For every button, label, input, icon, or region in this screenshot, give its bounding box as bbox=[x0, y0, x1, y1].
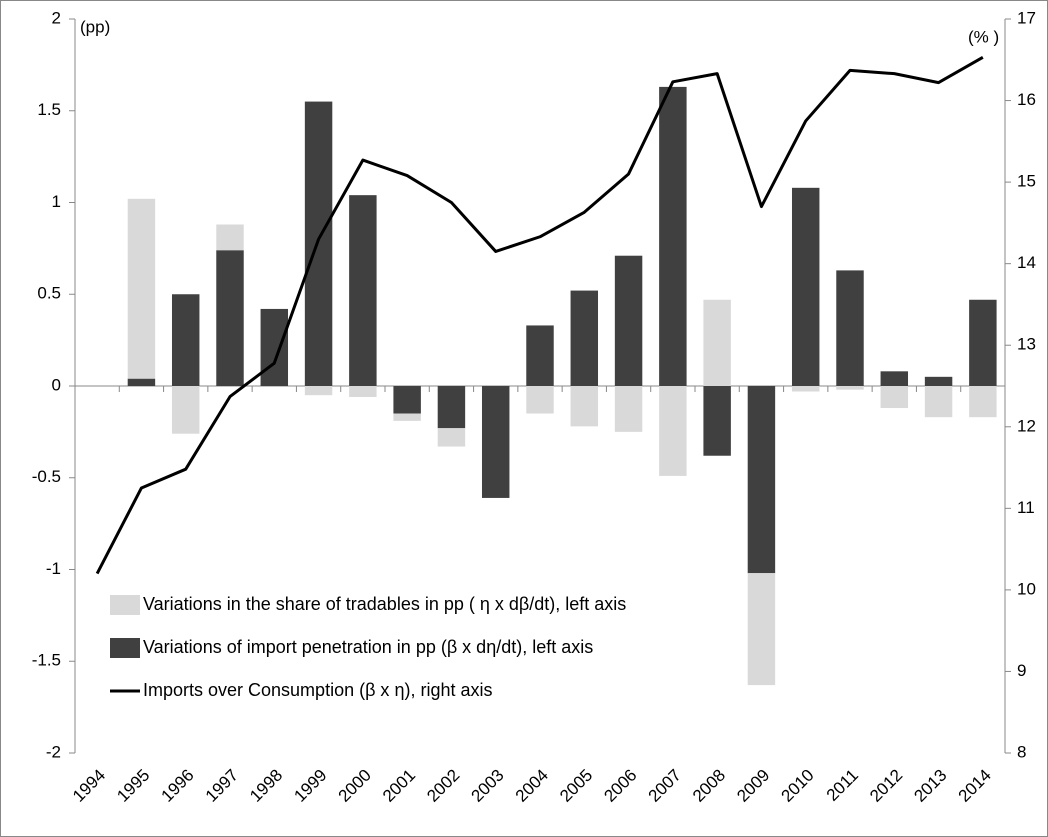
bar bbox=[969, 299, 997, 386]
bar bbox=[481, 386, 510, 498]
bar bbox=[349, 386, 377, 398]
bar bbox=[216, 224, 244, 251]
legend-swatch bbox=[110, 595, 140, 615]
bar bbox=[304, 101, 333, 386]
y-tick-label: 2 bbox=[52, 8, 61, 27]
bar bbox=[216, 250, 244, 386]
bar bbox=[349, 195, 377, 386]
legend-label: Imports over Consumption (β x η), right … bbox=[143, 680, 492, 700]
bar bbox=[570, 290, 599, 386]
line bbox=[95, 56, 984, 575]
y-tick-label: -0.5 bbox=[32, 467, 61, 486]
y2-tick-label: 9 bbox=[1017, 661, 1026, 680]
y-tick-label: 1 bbox=[52, 192, 61, 211]
y-tick-label: -1 bbox=[46, 559, 61, 578]
right-unit: (% ) bbox=[968, 27, 999, 46]
bar bbox=[703, 386, 731, 456]
bar bbox=[127, 198, 156, 379]
bar bbox=[924, 386, 953, 418]
y-tick-label: -2 bbox=[46, 742, 61, 761]
bar bbox=[614, 386, 643, 432]
y-tick-label: 1.5 bbox=[37, 100, 61, 119]
bar bbox=[659, 386, 687, 476]
bar bbox=[570, 386, 599, 427]
y-tick-label: 0 bbox=[52, 375, 61, 394]
bar bbox=[791, 386, 820, 392]
y2-tick-label: 11 bbox=[1017, 498, 1035, 517]
legend-label: Variations in the share of tradables in … bbox=[143, 594, 626, 614]
y2-tick-label: 14 bbox=[1017, 253, 1036, 272]
bar bbox=[393, 386, 421, 414]
y2-tick-label: 15 bbox=[1017, 172, 1036, 191]
bar bbox=[260, 308, 289, 386]
bar bbox=[747, 386, 776, 574]
bar bbox=[659, 86, 687, 387]
bar bbox=[880, 386, 909, 409]
bar bbox=[703, 299, 731, 386]
y-tick-label: -1.5 bbox=[32, 651, 61, 670]
bar bbox=[304, 386, 333, 396]
y2-tick-label: 17 bbox=[1017, 8, 1036, 27]
y2-tick-label: 13 bbox=[1017, 335, 1036, 354]
bar bbox=[836, 270, 864, 386]
bar bbox=[393, 413, 421, 421]
bar bbox=[437, 386, 466, 429]
bar bbox=[127, 378, 156, 386]
y2-tick-label: 10 bbox=[1017, 579, 1036, 598]
y-tick-label: 0.5 bbox=[37, 284, 61, 303]
legend-swatch bbox=[110, 638, 140, 658]
y2-tick-label: 12 bbox=[1017, 416, 1036, 435]
bar bbox=[526, 386, 554, 414]
bar bbox=[791, 187, 820, 386]
bar bbox=[969, 386, 997, 418]
bar bbox=[437, 428, 466, 447]
bar bbox=[171, 294, 200, 386]
y2-tick-label: 16 bbox=[1017, 90, 1036, 109]
bar bbox=[747, 573, 776, 686]
legend-label: Variations of import penetration in pp (… bbox=[143, 637, 593, 657]
bar bbox=[836, 386, 864, 390]
y2-tick-label: 8 bbox=[1017, 742, 1026, 761]
left-unit: (pp) bbox=[80, 17, 110, 36]
bar bbox=[880, 371, 909, 386]
bar bbox=[526, 325, 554, 386]
bar bbox=[171, 386, 200, 434]
bar bbox=[924, 376, 953, 386]
bar bbox=[614, 255, 643, 386]
